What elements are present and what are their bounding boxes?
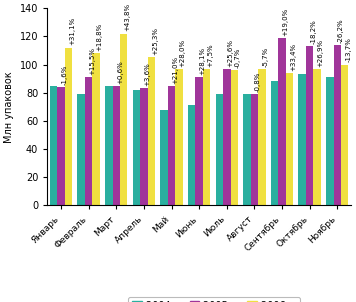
Bar bbox=[341, 65, 349, 205]
Bar bbox=[195, 77, 203, 205]
Bar bbox=[306, 46, 313, 205]
Bar bbox=[78, 94, 85, 205]
Bar bbox=[298, 74, 306, 205]
Bar bbox=[313, 69, 321, 205]
Bar bbox=[105, 86, 112, 205]
Y-axis label: Млн упаковок: Млн упаковок bbox=[4, 71, 14, 143]
Text: -26,2%: -26,2% bbox=[338, 18, 344, 43]
Text: -1,6%: -1,6% bbox=[62, 65, 68, 85]
Bar bbox=[203, 69, 210, 205]
Bar bbox=[286, 73, 293, 205]
Text: +28,0%: +28,0% bbox=[179, 38, 185, 67]
Bar bbox=[112, 86, 120, 205]
Bar bbox=[278, 38, 286, 205]
Bar bbox=[243, 94, 251, 205]
Bar bbox=[85, 77, 93, 205]
Text: +0,6%: +0,6% bbox=[117, 60, 123, 84]
Bar bbox=[175, 69, 183, 205]
Bar bbox=[188, 105, 195, 205]
Bar bbox=[133, 90, 140, 205]
Text: +3,6%: +3,6% bbox=[145, 63, 151, 86]
Bar bbox=[251, 94, 258, 205]
Bar bbox=[65, 48, 72, 205]
Bar bbox=[148, 57, 155, 205]
Bar bbox=[216, 94, 223, 205]
Text: +26,9%: +26,9% bbox=[318, 38, 324, 67]
Bar bbox=[326, 77, 334, 205]
Text: +33,4%: +33,4% bbox=[290, 43, 296, 71]
Bar bbox=[93, 53, 100, 205]
Text: +25,3%: +25,3% bbox=[152, 27, 158, 55]
Text: +19,0%: +19,0% bbox=[283, 7, 289, 36]
Text: +43,8%: +43,8% bbox=[124, 3, 130, 31]
Text: -0,8%: -0,8% bbox=[255, 72, 261, 92]
Bar bbox=[223, 69, 231, 205]
Text: +21,0%: +21,0% bbox=[172, 55, 178, 84]
Text: -5,7%: -5,7% bbox=[262, 47, 268, 67]
Bar bbox=[231, 70, 238, 205]
Legend: 2004 г., 2005 г., 2006 г.: 2004 г., 2005 г., 2006 г. bbox=[129, 297, 300, 302]
Bar bbox=[271, 82, 278, 205]
Text: -0,7%: -0,7% bbox=[235, 48, 241, 68]
Text: +18,8%: +18,8% bbox=[97, 23, 103, 51]
Text: +31,1%: +31,1% bbox=[69, 17, 75, 46]
Bar bbox=[120, 34, 127, 205]
Text: +7,5%: +7,5% bbox=[207, 43, 213, 67]
Text: +25,6%: +25,6% bbox=[227, 39, 233, 67]
Text: -13,7%: -13,7% bbox=[345, 37, 351, 63]
Bar bbox=[50, 86, 57, 205]
Bar bbox=[140, 88, 148, 205]
Bar bbox=[57, 87, 65, 205]
Bar bbox=[168, 86, 175, 205]
Bar bbox=[334, 45, 341, 205]
Text: +15,5%: +15,5% bbox=[89, 47, 95, 75]
Bar bbox=[160, 110, 168, 205]
Bar bbox=[258, 69, 266, 205]
Text: -18,2%: -18,2% bbox=[310, 19, 316, 44]
Text: +28,1%: +28,1% bbox=[200, 47, 206, 75]
